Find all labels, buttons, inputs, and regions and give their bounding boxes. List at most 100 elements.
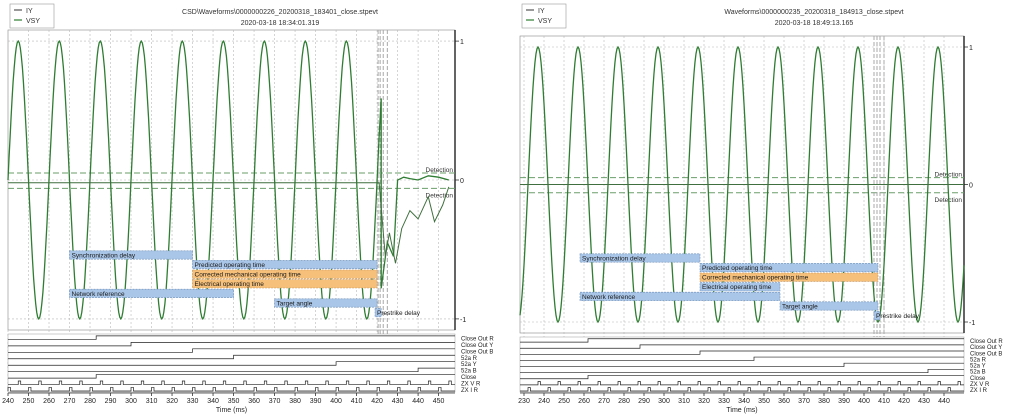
gantt-bar [69,288,234,298]
right-waveform-chart: Waveforms\0000000235_20200318_184913_clo… [518,3,1003,414]
x-tick-label: 280 [618,398,630,405]
gantt-bar [192,279,378,289]
x-tick-label: 260 [578,398,590,405]
digital-channel-label: ZX I R [970,388,988,394]
chart-title: CSD\Waveforms\0000000226_20200318_183401… [182,9,378,16]
x-tick-label: 310 [678,398,690,405]
x-tick-label: 230 [518,398,530,405]
gantt-label: Predicted operating time [195,262,266,269]
y-tick-label: 0 [969,183,973,190]
gantt-bar [274,298,378,308]
legend: IY VSY [521,3,567,29]
x-tick-label: 280 [84,398,96,405]
x-tick-label: 380 [818,398,830,405]
gantt-bar [579,253,701,263]
legend-entry: IY [26,8,33,15]
x-tick-label: 440 [938,398,950,405]
legend-box [521,3,567,29]
digital-channel-trace [520,338,964,343]
x-tick-label: 320 [166,398,178,405]
digital-channel-label: 52a R [461,356,478,362]
gantt-label: Synchronization delay [582,255,646,262]
digital-channel-trace [520,362,964,367]
legend-box [9,3,55,29]
x-tick-label: 390 [310,398,322,405]
gantt-bar [69,250,193,260]
gantt-bar [192,260,378,270]
x-tick-label: 430 [918,398,930,405]
x-tick-label: 310 [146,398,158,405]
digital-channel-trace [520,356,964,361]
digital-channel-trace [520,344,964,349]
x-tick-label: 240 [2,398,14,405]
x-tick-label: 380 [289,398,301,405]
digital-channel-trace [8,367,455,373]
digital-panel [519,336,965,393]
x-tick-label: 360 [778,398,790,405]
digital-panel [7,333,456,393]
x-tick-label: 350 [228,398,240,405]
x-tick-label: 260 [43,398,55,405]
digital-channel-trace [520,387,964,392]
x-tick-label: 320 [698,398,710,405]
x-tick-label: 340 [738,398,750,405]
x-tick-label: 360 [248,398,260,405]
digital-channel-trace [520,350,964,355]
digital-channel-label: Close [461,375,477,381]
chart-subtitle: 2020-03-18 18:49:13.165 [775,20,854,27]
gantt-label: Corrected mechanical operating time [702,275,809,282]
series-iy-line [8,182,450,264]
gantt-label: Predicted operating time [702,265,773,272]
x-tick-label: 330 [187,398,199,405]
gantt-label: Target angle [277,300,313,307]
x-tick-label: 400 [858,398,870,405]
digital-channel-trace [8,335,455,340]
detection-level-label: Detection [935,172,963,179]
digital-channel-trace [8,348,455,353]
x-tick-label: 340 [207,398,219,405]
gantt-bar [699,272,879,282]
digital-channel-trace [8,341,455,347]
x-tick-label: 440 [412,398,424,405]
digital-channel-label: Close Out R [970,339,1003,345]
x-axis-label: Time (ms) [216,407,247,414]
digital-channel-label: 52a B [970,370,986,376]
digital-channel-label: 52a Y [970,364,986,370]
x-tick-label: 290 [105,398,117,405]
x-tick-label: 270 [64,398,76,405]
gantt-bar [699,263,879,273]
x-tick-label: 250 [558,398,570,405]
x-tick-label: 390 [838,398,850,405]
chart-title: Waveforms\0000000235_20200318_184913_clo… [724,9,903,16]
legend: IY VSY [9,3,55,29]
digital-channel-trace [8,374,455,379]
digital-channel-trace [8,361,455,366]
x-tick-label: 250 [23,398,35,405]
digital-channel-label: 52a R [970,357,987,363]
x-tick-label: 300 [658,398,670,405]
digital-channel-label: 52a Y [461,362,477,368]
x-tick-label: 410 [878,398,890,405]
legend-entry: VSY [538,18,552,25]
y-tick-label: 1 [460,39,464,46]
y-tick-label: 1 [969,45,973,52]
gantt-bar [779,301,879,311]
gantt-label: Network reference [582,294,635,301]
legend-entry: IY [538,8,545,15]
x-tick-label: 300 [125,398,137,405]
digital-channel-label: Close Out B [970,351,1002,357]
x-tick-label: 240 [538,398,550,405]
left-waveform-chart: CSD\Waveforms\0000000226_20200318_183401… [2,3,494,414]
y-tick-label: 0 [460,178,464,185]
digital-channel-trace [520,368,964,374]
gantt-label: Prestrike delay [377,310,421,317]
gantt-bar [374,308,382,318]
x-tick-label: 350 [758,398,770,405]
digital-channel-label: ZX V R [970,382,990,388]
digital-channel-label: Close [970,376,986,382]
x-tick-label: 400 [330,398,342,405]
x-tick-label: 450 [433,398,445,405]
digital-channel-label: Close Out B [461,349,493,355]
legend-entry: VSY [26,18,40,25]
chart-subtitle: 2020-03-18 18:34:01.319 [241,20,320,27]
